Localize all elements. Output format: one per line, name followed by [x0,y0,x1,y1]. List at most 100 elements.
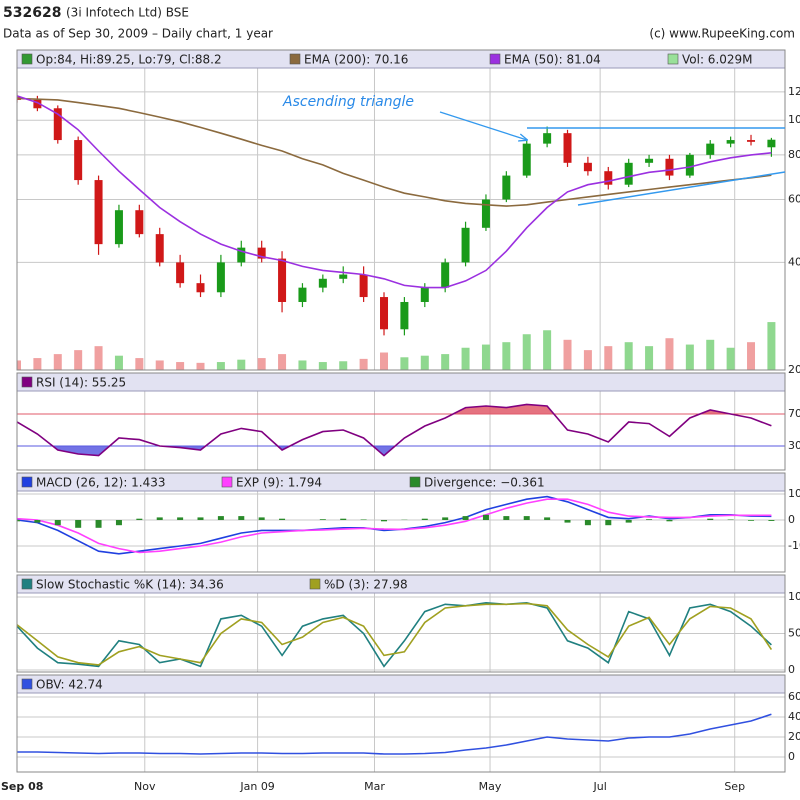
divergence-bar [523,516,530,520]
divergence-bar [17,520,20,522]
candle-body [135,210,144,235]
candle-body [624,162,633,185]
annotation: Ascending triangle [282,94,786,206]
triangle-bottom-line [577,171,786,206]
series-line [17,97,772,207]
volume-bar [318,362,327,370]
divergence-bar [381,520,388,522]
divergence-bar [258,517,265,520]
candle-body [583,162,592,172]
x-tick-label: May [479,780,502,793]
legend-swatch [21,578,33,590]
volume-bar [257,358,266,370]
volume-bar [359,358,368,370]
divergence-bar [503,516,510,520]
series-line [17,95,772,289]
legend-swatch [409,476,421,488]
divergence-bar [360,519,367,520]
panel-border [16,574,786,673]
legend-label: %D (3): 27.98 [324,578,408,592]
candle-body [339,274,348,279]
volume-bar [420,355,429,370]
legend-label: RSI (14): 55.25 [36,376,126,390]
credit: (c) www.RupeeKing.com [649,27,795,41]
candle-body [74,140,83,181]
divergence-bar [197,517,204,520]
volume-bar [298,360,307,370]
divergence-bar [75,520,82,528]
volume-bar [339,361,348,370]
candle-body [543,133,552,144]
volume-bar [665,338,674,370]
divergence-bar [544,517,551,520]
candle-body [665,158,674,176]
plot-area [17,575,785,672]
y-tick-label: 0 [788,513,795,526]
divergence-bar [421,518,428,520]
x-tick-label: Nov [134,780,156,793]
candle-body [216,262,225,293]
y-tick-label: 20 [788,730,800,743]
legend-swatch [667,53,679,65]
candle-body [114,210,123,245]
y-tick-label: 40 [788,255,800,268]
y-tick-label: 0 [788,663,795,676]
candle-body [767,139,776,148]
divergence-bar [442,517,449,520]
legend-label: Vol: 6.029M [682,53,753,67]
volume-bar [400,357,409,370]
volume-bar [278,354,287,370]
volume-bar [94,346,103,370]
divergence-bar [156,517,163,520]
series-line [17,713,772,755]
legend-label: EMA (200): 70.16 [304,53,408,67]
y-tick-label: 70 [788,407,800,420]
legend-swatch [309,578,321,590]
y-tick-label: 30 [788,439,800,452]
divergence-bar [625,520,632,523]
divergence-bar [54,520,61,526]
volume-bar [522,334,531,370]
divergence-bar [319,519,326,520]
y-tick-label: 60 [788,192,800,205]
divergence-bar [177,517,184,520]
y-tick-label: 0 [788,750,795,763]
y-tick-label: 50 [788,627,800,640]
candle-body [318,278,327,288]
candle-body [33,99,42,109]
candle-body [645,158,654,163]
volume-bar [74,350,83,370]
legend-swatch [221,476,233,488]
panels: 20406080100120Op:84, Hi:89.25, Lo:79, Cl… [1,49,800,793]
candle-body [726,140,735,144]
plot-area [17,473,785,572]
legend-swatch [289,53,301,65]
x-tick-label: Jan 09 [239,780,274,793]
candle-body [747,140,756,142]
volume-bar [461,347,470,370]
divergence-bar [238,516,245,520]
legend-swatch [21,678,33,690]
x-tick-label: Mar [364,780,385,793]
x-tick-label: Sep [724,780,745,793]
panel-border [16,49,786,371]
candle-body [522,143,531,176]
legend-label: Op:84, Hi:89.25, Lo:79, Cl:88.2 [36,53,222,67]
volume-bar [135,358,144,370]
y-tick-label: 80 [788,148,800,161]
candle-body [400,301,409,330]
volume-bar [155,360,164,370]
plot-area [17,373,785,470]
candle-body [359,274,368,298]
x-tick-label: Jul [592,780,606,793]
volume-bar [196,362,205,370]
divergence-bar [666,520,673,522]
y-tick-label: 20 [788,363,800,376]
candle-body [502,175,511,200]
volume-bar [767,322,776,370]
volume-bar [114,355,123,370]
candle-body [257,247,266,259]
volume-bar [563,339,572,370]
volume-bar [216,362,225,370]
